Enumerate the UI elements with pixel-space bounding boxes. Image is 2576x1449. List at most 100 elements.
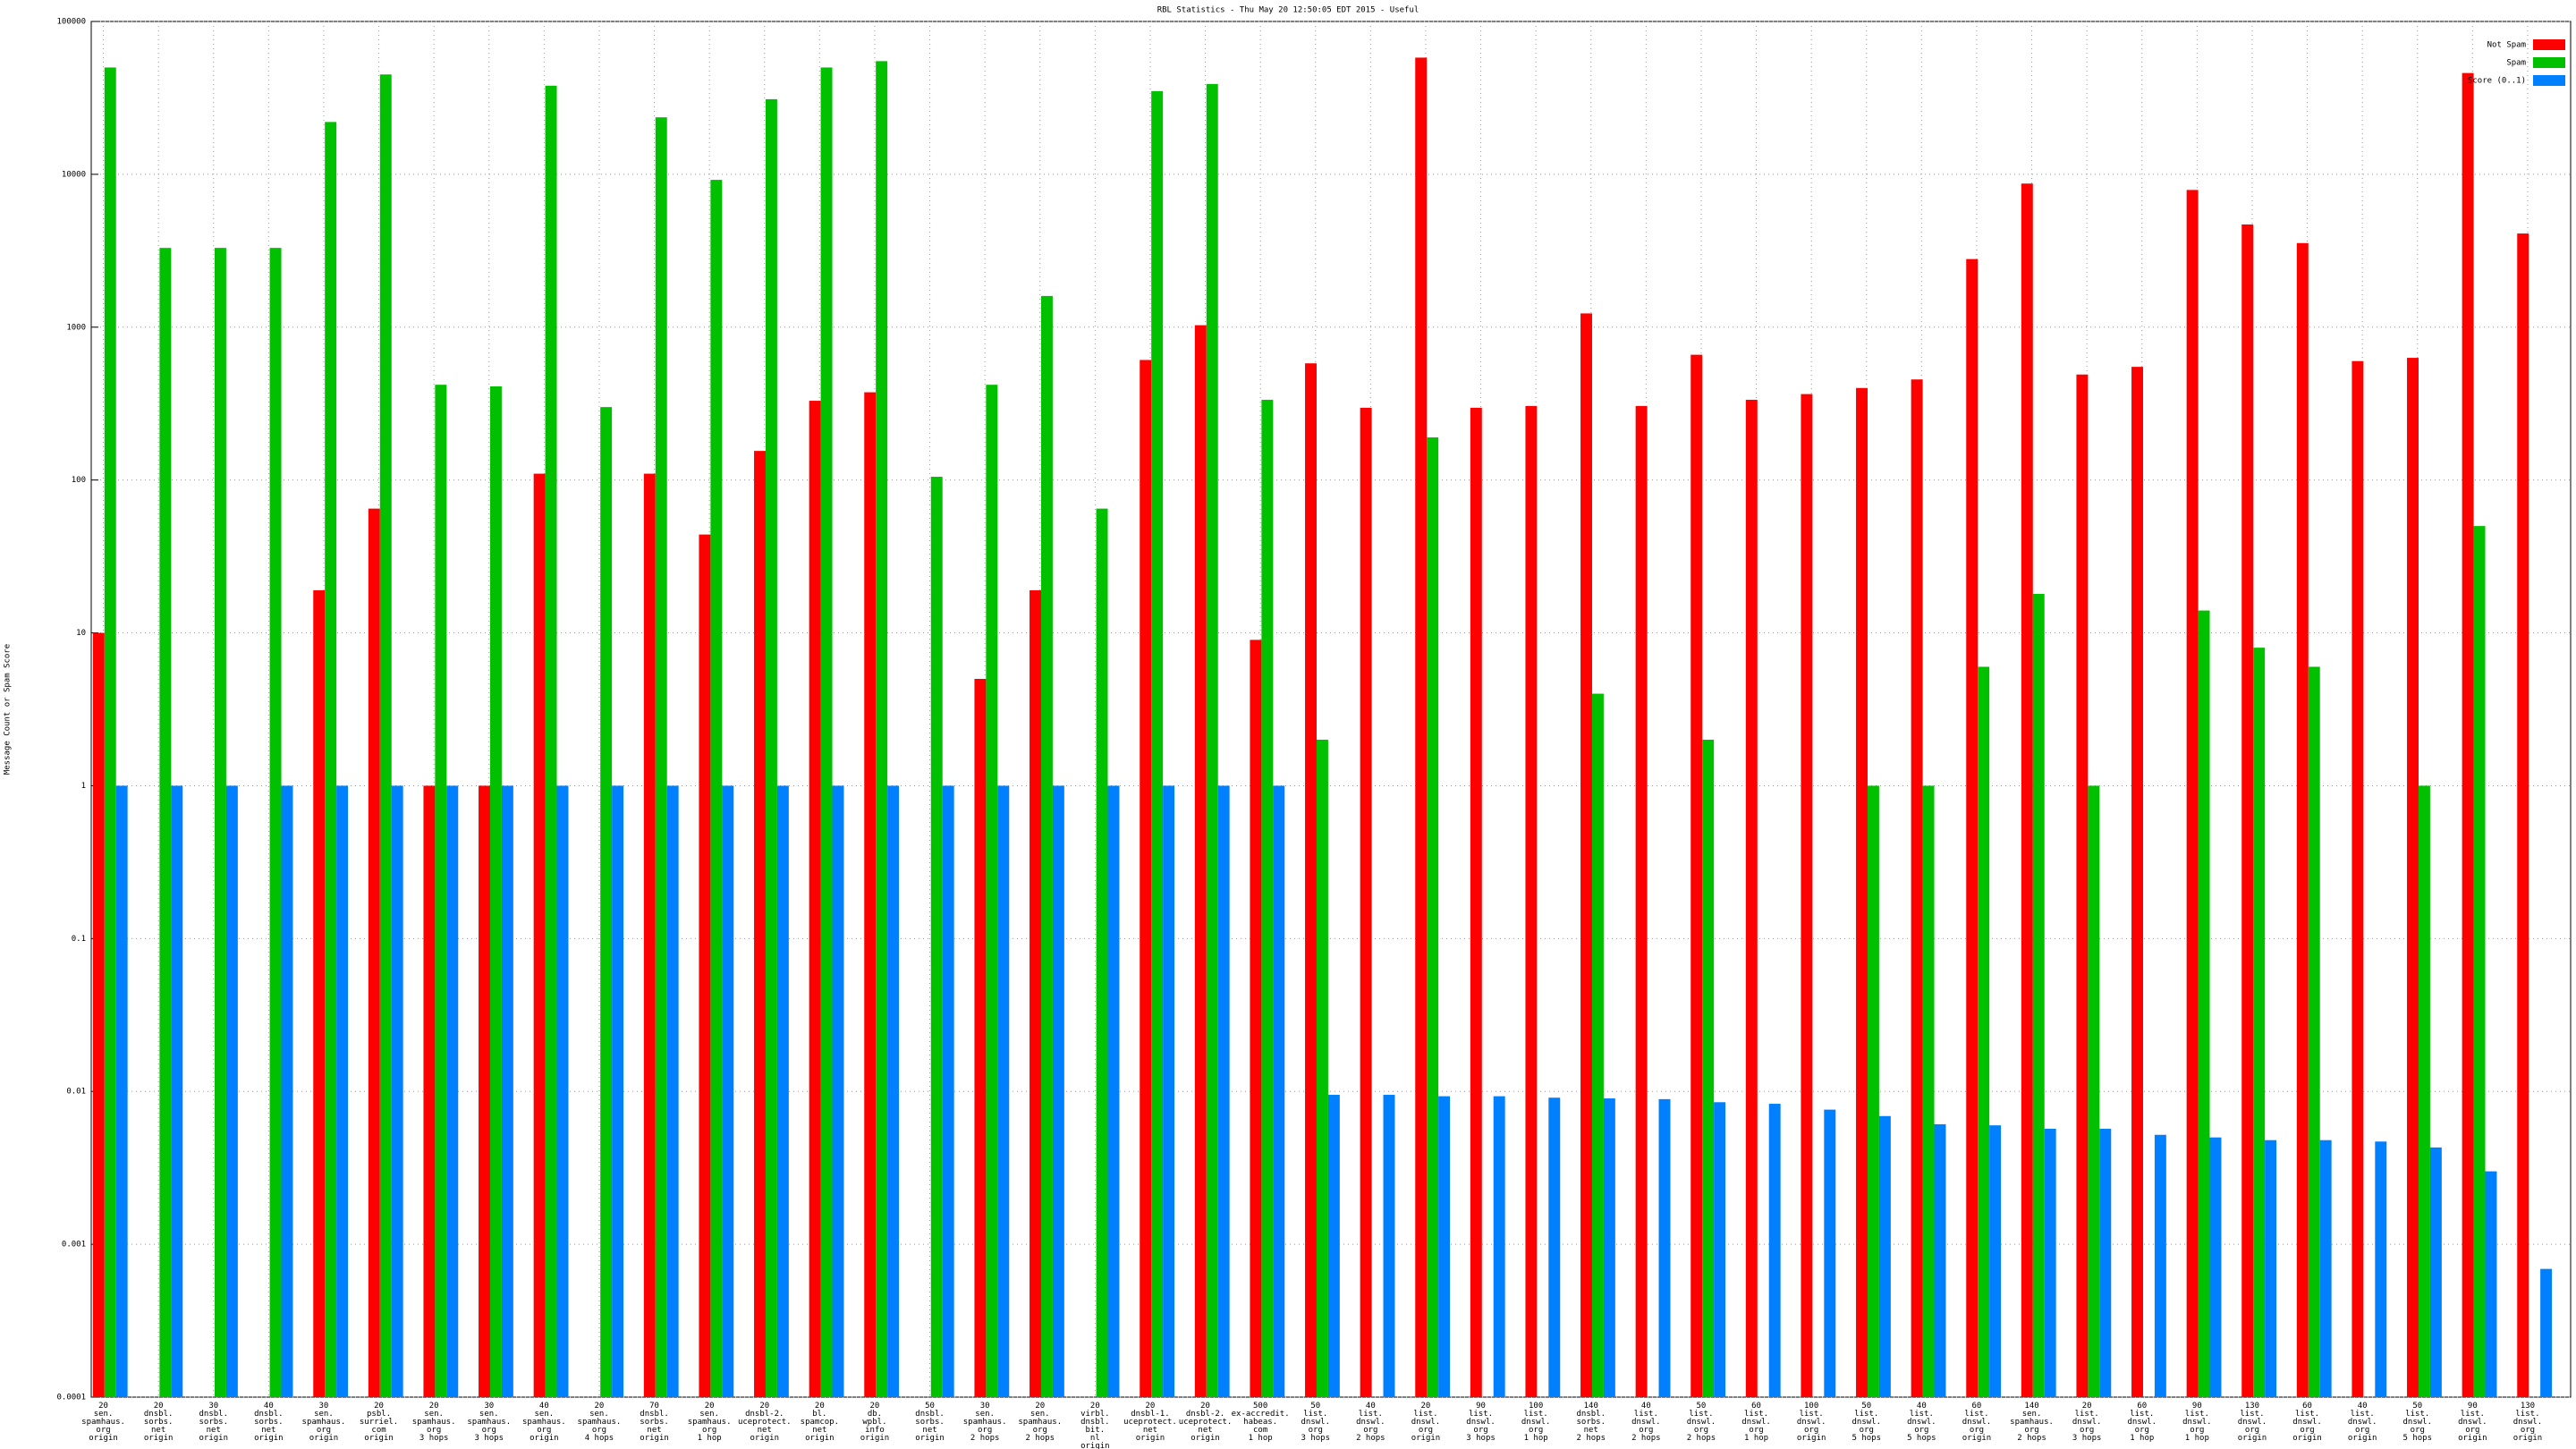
legend-label: Score (0..1) — [2468, 77, 2526, 86]
y-tick-label: 0.1 — [72, 935, 86, 944]
bar — [336, 785, 349, 1397]
x-tick-label: 20 sen. spamhaus. org 1 hop — [688, 1402, 732, 1443]
bar — [2485, 1171, 2497, 1397]
bar — [1107, 785, 1120, 1397]
bar — [556, 785, 569, 1397]
legend-label: Not Spam — [2487, 41, 2526, 50]
bar — [1878, 1115, 1891, 1397]
x-tick-label: 40 dnsbl. sorbs. net origin — [254, 1402, 284, 1443]
bar — [2076, 374, 2089, 1397]
bar — [1801, 394, 1813, 1398]
bar — [1140, 360, 1152, 1397]
bar — [2088, 785, 2100, 1397]
bar — [379, 74, 392, 1398]
bar — [974, 678, 987, 1397]
bar — [1427, 437, 1439, 1397]
bar — [1415, 57, 1428, 1398]
bar — [1911, 379, 1923, 1397]
x-tick-label: 50 list. dnswl. org 2 hops — [1687, 1402, 1716, 1443]
y-tick-label: 100 — [72, 476, 86, 485]
x-tick-label: 70 dnsbl. sorbs. net origin — [640, 1402, 669, 1443]
y-tick-label: 0.01 — [66, 1088, 86, 1097]
chart-title: RBL Statistics - Thu May 20 12:50:05 EDT… — [1157, 6, 1419, 15]
x-tick-label: 50 list. dnswl. org 5 hops — [2402, 1402, 2432, 1443]
bar — [1867, 785, 1879, 1397]
x-tick-label: 130 list. dnswl. org origin — [2513, 1402, 2543, 1443]
bar — [655, 117, 667, 1398]
x-tick-label: 20 sen. spamhaus. org 3 hops — [412, 1402, 456, 1443]
x-tick-label: 100 list. dnswl. org 1 hop — [1521, 1402, 1551, 1443]
bar — [1989, 1125, 2002, 1397]
bar — [489, 386, 502, 1397]
bar — [1966, 258, 1979, 1398]
x-tick-label: 30 sen. spamhaus. org 3 hops — [467, 1402, 511, 1443]
legend-swatch — [2533, 39, 2565, 50]
bar — [92, 632, 105, 1397]
x-tick-label: 20 list. dnswl. org 3 hops — [2072, 1402, 2102, 1443]
bar — [1580, 313, 1592, 1397]
bar — [1934, 1123, 1946, 1397]
bar — [446, 785, 459, 1397]
bar — [2351, 360, 2364, 1398]
bar — [2429, 1147, 2442, 1397]
bar — [2253, 648, 2266, 1397]
x-tick-label: 40 list. dnswl. org 2 hops — [1631, 1402, 1661, 1443]
bar — [876, 61, 888, 1397]
x-tick-label: 130 list. dnswl. org origin — [2238, 1402, 2267, 1443]
bar — [368, 508, 380, 1397]
x-tick-label: 140 dnsbl. sorbs. net 2 hops — [1576, 1402, 1606, 1443]
x-tick-label: 20 dnsbl-1. uceprotect. net origin — [1123, 1402, 1177, 1443]
bar — [281, 785, 293, 1397]
bar — [2265, 1140, 2277, 1397]
bar — [699, 534, 711, 1397]
bar — [1493, 1096, 1505, 1397]
legend-swatch — [2533, 75, 2565, 86]
x-tick-label: 60 list. dnswl. org 1 hop — [2127, 1402, 2157, 1443]
bar — [423, 785, 436, 1397]
bar — [986, 385, 998, 1397]
y-tick-label: 10 — [76, 629, 86, 638]
x-tick-label: 40 list. dnswl. org origin — [2348, 1402, 2377, 1443]
x-tick-label: 50 list. dnswl. org 3 hops — [1301, 1402, 1330, 1443]
x-tick-label: 60 list. dnswl. org origin — [1962, 1402, 1992, 1443]
bar — [612, 785, 624, 1397]
bar — [710, 180, 723, 1397]
bar — [104, 67, 116, 1398]
bar — [2407, 358, 2419, 1397]
bar — [942, 785, 954, 1397]
y-tick-label: 0.001 — [62, 1241, 86, 1250]
bar — [115, 785, 128, 1397]
x-tick-label: 90 list. dnswl. org 3 hops — [1466, 1402, 1496, 1443]
bar — [2099, 1128, 2112, 1397]
bar — [1261, 399, 1274, 1397]
y-axis-label: Message Count or Spam Score — [4, 644, 13, 775]
bar — [545, 85, 557, 1398]
bar — [1658, 1098, 1671, 1397]
bar — [391, 785, 403, 1397]
bar — [501, 785, 513, 1397]
bar — [1316, 740, 1328, 1397]
bar — [1714, 1102, 1726, 1397]
bar — [533, 473, 546, 1397]
bar — [1978, 666, 1990, 1397]
bar — [2473, 526, 2486, 1397]
bar — [1096, 508, 1108, 1397]
bar — [479, 785, 490, 1397]
x-tick-label: 60 list. dnswl. org origin — [2292, 1402, 2322, 1443]
bar — [1194, 325, 1207, 1398]
bar — [997, 785, 1010, 1397]
bar — [2241, 224, 2254, 1398]
y-tick-label: 100000 — [56, 18, 86, 27]
bar — [2032, 593, 2045, 1397]
x-tick-label: 40 list. dnswl. org 5 hops — [1907, 1402, 1936, 1443]
bar — [2308, 666, 2320, 1397]
y-tick-label: 0.0001 — [56, 1394, 86, 1402]
bar — [1856, 387, 1868, 1398]
y-tick-label: 1000 — [66, 323, 86, 332]
bar — [269, 248, 282, 1398]
bar — [2186, 190, 2199, 1397]
bar — [1768, 1104, 1781, 1397]
x-tick-label: 30 dnsbl. sorbs. net origin — [199, 1402, 228, 1443]
x-tick-label: 20 dnsbl-2. uceprotect. net origin — [738, 1402, 792, 1443]
